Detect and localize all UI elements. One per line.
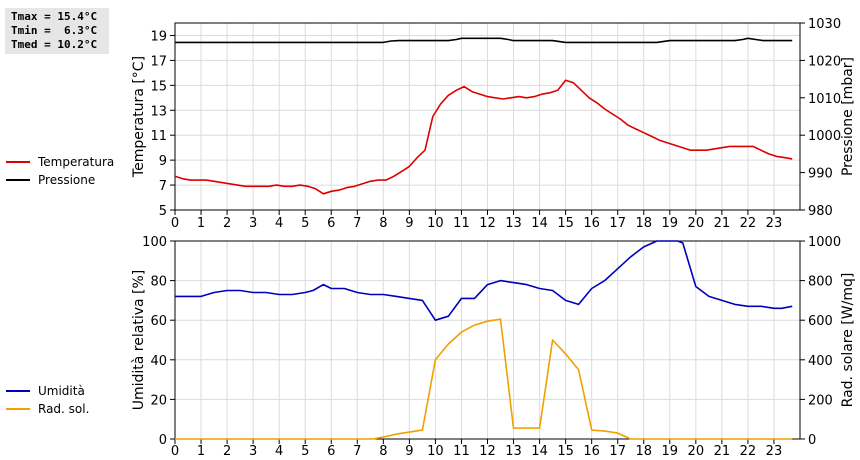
x-tick-label: 19 bbox=[662, 444, 679, 459]
y-left-tick-label: 80 bbox=[150, 275, 167, 290]
y-right-tick-label: 1000 bbox=[808, 129, 841, 144]
y-left-tick-label: 11 bbox=[150, 129, 167, 144]
x-tick-label: 13 bbox=[505, 444, 522, 459]
x-tick-label: 1 bbox=[197, 216, 205, 231]
x-tick-label: 20 bbox=[688, 444, 705, 459]
y-left-tick-label: 20 bbox=[150, 393, 167, 408]
legend-label-umidita: Umidità bbox=[38, 384, 85, 398]
x-tick-label: 5 bbox=[301, 444, 309, 459]
y-left-tick-label: 9 bbox=[159, 154, 167, 169]
y-right-tick-label: 800 bbox=[808, 275, 833, 290]
x-tick-label: 4 bbox=[275, 216, 283, 231]
x-tick-label: 9 bbox=[405, 444, 413, 459]
stats-tmin: Tmin = 6.3°C bbox=[11, 24, 98, 37]
y-left-tick-label: 19 bbox=[150, 29, 167, 44]
stats-tmax: Tmax = 15.4°C bbox=[11, 10, 98, 23]
x-tick-label: 17 bbox=[609, 216, 626, 231]
x-tick-label: 22 bbox=[740, 444, 757, 459]
legend-label-pressione: Pressione bbox=[38, 173, 95, 187]
x-tick-label: 19 bbox=[662, 216, 679, 231]
x-tick-label: 23 bbox=[766, 216, 783, 231]
x-tick-label: 8 bbox=[379, 216, 387, 231]
x-tick-label: 21 bbox=[714, 444, 731, 459]
y-left-tick-label: 15 bbox=[150, 79, 167, 94]
x-tick-label: 14 bbox=[531, 216, 548, 231]
x-tick-label: 16 bbox=[583, 216, 600, 231]
x-tick-label: 18 bbox=[635, 444, 652, 459]
x-tick-label: 6 bbox=[327, 444, 335, 459]
y-left-tick-label: 100 bbox=[142, 235, 167, 250]
x-tick-label: 9 bbox=[405, 216, 413, 231]
y-left-tick-label: 40 bbox=[150, 354, 167, 369]
x-tick-label: 18 bbox=[635, 216, 652, 231]
series-line-temperatura bbox=[174, 79, 793, 195]
y-right-tick-label: 1010 bbox=[808, 92, 841, 107]
chart-panel-2: 0 1 2 3 4 5 6 7 8 9 10 11 12 13 14 15 16 17 18 19 20 21 22 2302… bbox=[131, 235, 856, 459]
y-axis-right-label: Rad. solare [W/mq] bbox=[840, 273, 856, 408]
y-axis-left-label: Umidità relativa [%] bbox=[131, 270, 147, 411]
legend-label-temperatura: Temperatura bbox=[37, 155, 114, 169]
x-tick-label: 13 bbox=[505, 216, 522, 231]
x-tick-label: 8 bbox=[379, 444, 387, 459]
x-tick-label: 3 bbox=[249, 216, 257, 231]
x-tick-label: 15 bbox=[557, 444, 574, 459]
y-left-tick-label: 5 bbox=[159, 204, 167, 219]
y-right-tick-label: 1020 bbox=[808, 54, 841, 69]
x-tick-label: 10 bbox=[427, 216, 444, 231]
chart-panels: 0 1 2 3 4 5 6 7 8 9 10 11 12 13 14 15 16 17 18 19 20 21 22 2357… bbox=[131, 17, 856, 459]
x-tick-label: 20 bbox=[688, 216, 705, 231]
x-tick-label: 12 bbox=[479, 444, 496, 459]
x-tick-label: 3 bbox=[249, 444, 257, 459]
x-tick-label: 2 bbox=[223, 216, 231, 231]
y-left-tick-label: 60 bbox=[150, 314, 167, 329]
y-axis-right-label: Pressione [mbar] bbox=[840, 57, 856, 176]
x-tick-label: 10 bbox=[427, 444, 444, 459]
series-line-pressione bbox=[175, 37, 793, 44]
x-tick-label: 7 bbox=[353, 444, 361, 459]
x-tick-label: 16 bbox=[583, 444, 600, 459]
y-right-tick-label: 400 bbox=[808, 354, 833, 369]
x-tick-label: 15 bbox=[557, 216, 574, 231]
x-tick-label: 14 bbox=[531, 444, 548, 459]
y-right-tick-label: 1030 bbox=[808, 17, 841, 32]
y-left-tick-label: 17 bbox=[150, 54, 167, 69]
x-tick-label: 21 bbox=[714, 216, 731, 231]
y-right-tick-label: 1000 bbox=[808, 235, 841, 250]
stats-box: Tmax = 15.4°C Tmin = 6.3°C Tmed = 10.2°C bbox=[5, 8, 109, 54]
x-tick-label: 1 bbox=[197, 444, 205, 459]
x-tick-label: 23 bbox=[766, 444, 783, 459]
y-right-tick-label: 990 bbox=[808, 167, 833, 182]
y-right-tick-label: 980 bbox=[808, 204, 833, 219]
y-right-tick-label: 600 bbox=[808, 314, 833, 329]
y-right-tick-label: 0 bbox=[808, 433, 816, 448]
stats-tmed: Tmed = 10.2°C bbox=[11, 38, 98, 51]
y-left-tick-label: 0 bbox=[159, 433, 167, 448]
legend: Temperatura Pressione Umidità Rad. sol. bbox=[6, 155, 114, 416]
x-tick-label: 12 bbox=[479, 216, 496, 231]
x-tick-label: 17 bbox=[609, 444, 626, 459]
y-axis-left-label: Temperatura [°C] bbox=[131, 56, 147, 178]
x-tick-label: 2 bbox=[223, 444, 231, 459]
x-tick-label: 0 bbox=[171, 216, 179, 231]
x-tick-label: 11 bbox=[453, 444, 470, 459]
series-line-rad-sol bbox=[175, 318, 793, 440]
x-tick-label: 7 bbox=[353, 216, 361, 231]
chart-panel-1: 0 1 2 3 4 5 6 7 8 9 10 11 12 13 14 15 16 17 18 19 20 21 22 2357… bbox=[131, 17, 856, 231]
x-tick-label: 22 bbox=[740, 216, 757, 231]
legend-label-rad-sol: Rad. sol. bbox=[38, 402, 89, 416]
y-left-tick-label: 13 bbox=[150, 104, 167, 119]
y-left-tick-label: 7 bbox=[159, 179, 167, 194]
x-tick-label: 4 bbox=[275, 444, 283, 459]
series-line-umidit bbox=[175, 240, 793, 322]
y-right-tick-label: 200 bbox=[808, 393, 833, 408]
x-tick-label: 6 bbox=[327, 216, 335, 231]
x-tick-label: 0 bbox=[171, 444, 179, 459]
x-tick-label: 5 bbox=[301, 216, 309, 231]
x-tick-label: 11 bbox=[453, 216, 470, 231]
